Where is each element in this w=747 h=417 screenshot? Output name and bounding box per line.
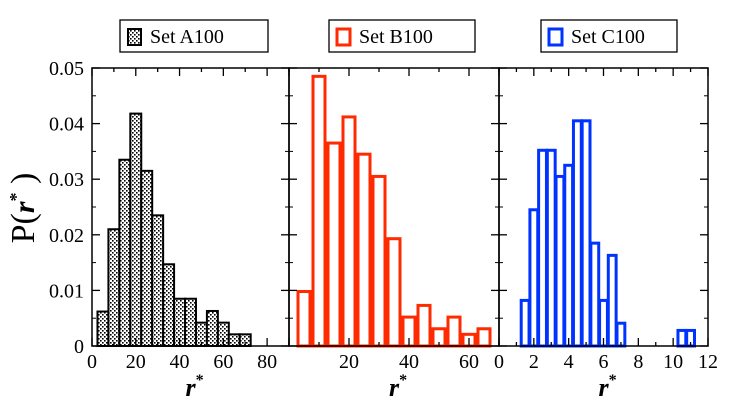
y-tick-label: 0.02 <box>49 225 84 247</box>
bar <box>184 297 197 347</box>
legend-1: Set A100 <box>119 19 269 53</box>
legend-swatch <box>335 27 352 47</box>
bar <box>446 315 462 348</box>
bar <box>386 237 402 348</box>
bar <box>676 328 688 348</box>
bar <box>140 169 154 347</box>
bar <box>554 174 566 348</box>
panel-frame <box>288 67 500 347</box>
x-axis-title: r* <box>185 372 203 402</box>
x-tick-label: 40 <box>399 351 419 373</box>
y-tick-label: 0.05 <box>49 58 84 80</box>
legend-box <box>328 19 476 53</box>
x-tick-label: 0 <box>494 351 504 373</box>
legend-2: Set B100 <box>328 19 476 53</box>
x-tick-label: 6 <box>599 351 609 373</box>
y-tick-label: 0 <box>74 336 84 358</box>
legend-label: Set A100 <box>150 26 224 48</box>
panel-1: 0 20 40 60 80 r* <box>87 67 290 402</box>
x-axis-title: r* <box>598 372 616 402</box>
x-tick-label: 10 <box>663 351 683 373</box>
bar <box>96 310 110 348</box>
bar <box>416 303 432 348</box>
panel-2: 20 40 60 r* <box>288 67 500 402</box>
x-tick-label: 20 <box>126 351 146 373</box>
bar <box>606 253 618 348</box>
panel-3: 0 2 4 6 8 10 12 r* <box>494 67 718 402</box>
x-tick-label: 80 <box>257 351 277 373</box>
legend-box <box>119 19 269 53</box>
bar <box>571 119 583 348</box>
bar <box>589 241 601 348</box>
bar <box>545 148 557 348</box>
x-tick-label: 8 <box>633 351 643 373</box>
legend-label: Set C100 <box>571 26 645 48</box>
bar <box>326 141 342 348</box>
bar <box>118 158 132 347</box>
bar <box>227 333 241 348</box>
bar <box>129 112 143 348</box>
bar <box>151 214 165 347</box>
legend-label: Set B100 <box>359 26 433 48</box>
y-axis-title: P(r* ) <box>5 173 42 244</box>
x-tick-label: 0 <box>87 351 97 373</box>
x-tick-label: 60 <box>213 351 233 373</box>
y-tick-label: 0.01 <box>49 280 84 302</box>
bar <box>356 152 372 348</box>
bar <box>341 115 357 348</box>
y-tick-label: 0.04 <box>49 114 84 136</box>
y-tick-label: 0.03 <box>49 169 84 191</box>
bar <box>162 263 176 348</box>
bar <box>371 174 387 348</box>
bar <box>476 327 492 348</box>
legend-box <box>540 19 678 53</box>
legend-swatch <box>547 27 564 47</box>
x-tick-label: 60 <box>459 351 479 373</box>
legend-swatch <box>127 28 142 46</box>
bar <box>580 119 592 348</box>
x-tick-label: 40 <box>170 351 190 373</box>
x-tick-label: 12 <box>698 351 718 373</box>
x-tick-label: 2 <box>529 351 539 373</box>
bar <box>519 298 531 348</box>
x-axis-title: r* <box>389 372 407 402</box>
bar <box>537 148 548 348</box>
legend-3: Set C100 <box>540 19 678 53</box>
bar <box>528 208 540 348</box>
bar <box>205 309 219 347</box>
x-tick-label: 4 <box>564 351 574 373</box>
bar <box>296 290 312 348</box>
bar <box>563 163 575 348</box>
bar <box>311 74 327 348</box>
bar <box>107 228 121 348</box>
x-tick-label: 20 <box>339 351 359 373</box>
